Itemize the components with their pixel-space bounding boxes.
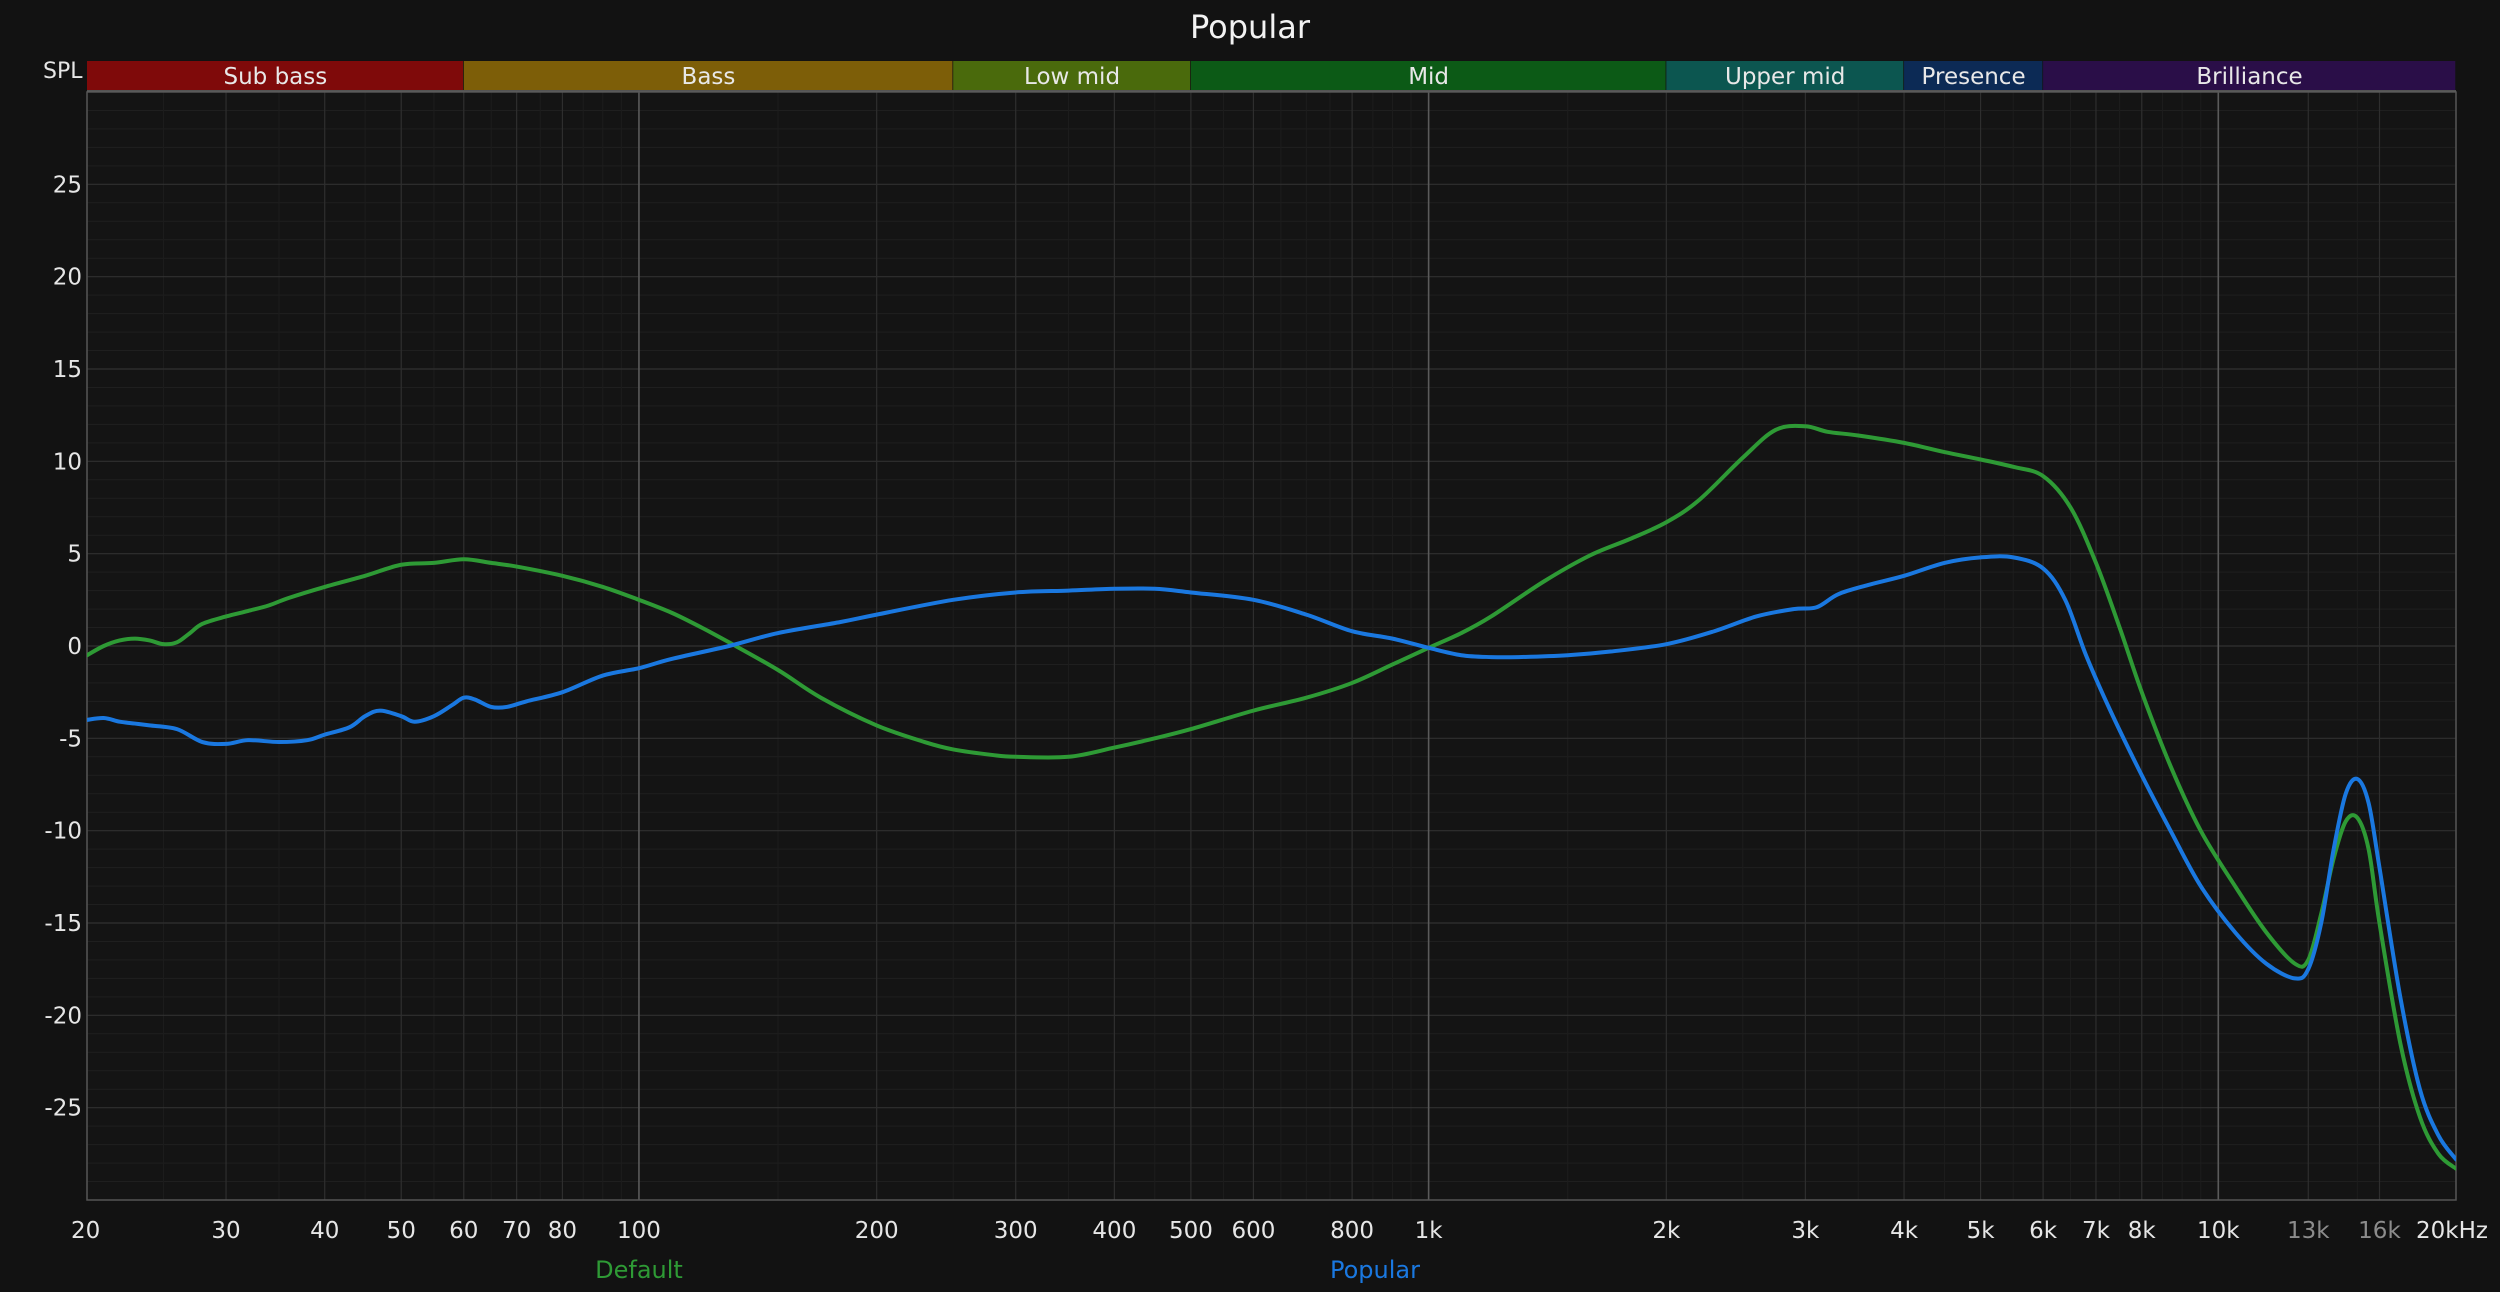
x-tick-label: 16k [2358,1218,2401,1244]
x-tick-label: 400 [1092,1218,1136,1244]
x-tick-label: 10k [2197,1218,2240,1244]
x-tick-label: 20 [71,1218,100,1244]
grid [86,92,2457,1200]
band-brilliance [2043,61,2456,90]
x-tick-label: 4k [1890,1218,1919,1244]
band-sub-bass [87,61,464,90]
band-low-mid [953,61,1191,90]
y-tick-label: 10 [53,449,82,475]
x-tick-label: 30 [211,1218,240,1244]
legend: Default Popular [595,1256,1420,1284]
band-label: Sub bass [224,64,328,90]
y-axis-label: SPL [43,59,83,84]
x-tick-label: 70 [502,1218,531,1244]
x-tick-label: 50 [387,1218,416,1244]
series-line-default [87,423,2456,1171]
y-tick-label: 25 [53,172,82,198]
x-tick-label: 6k [2029,1218,2058,1244]
band-label: Mid [1408,64,1449,90]
x-tick-label: 1k [1415,1218,1444,1244]
band-label: Low mid [1024,64,1120,90]
y-tick-label: 20 [53,265,82,291]
legend-entry-default: Default [595,1256,683,1284]
x-tick-label: 2k [1652,1218,1681,1244]
x-tick-label: 200 [855,1218,899,1244]
y-tick-label: -5 [59,726,82,752]
band-label: Presence [1922,64,2026,90]
x-tick-label: 300 [994,1218,1038,1244]
legend-entry-popular: Popular [1330,1256,1420,1284]
x-tick-label: 60 [449,1218,478,1244]
band-upper-mid [1666,61,1905,90]
y-tick-label: 0 [67,634,82,660]
x-tick-label: 7k [2082,1218,2111,1244]
x-tick-label: 13k [2287,1218,2330,1244]
y-tick-label: -20 [44,1003,82,1029]
series-line-popular [87,554,2456,1162]
band-label: Bass [682,64,736,90]
plot-frame [86,91,2457,1201]
x-tick-label: 3k [1791,1218,1820,1244]
band-label: Brilliance [2196,64,2302,90]
y-tick-label: -15 [44,911,82,937]
band-presence [1904,61,2044,90]
y-tick-label: 5 [67,542,82,568]
x-tick-label: 5k [1967,1218,1996,1244]
series-layer [87,423,2456,1171]
band-mid [1190,61,1667,90]
chart-title: Popular [1190,8,1311,46]
x-tick-label: 80 [548,1218,577,1244]
x-tick-label: 600 [1231,1218,1275,1244]
x-tick-label: 40 [310,1218,339,1244]
band-strip: Sub bass Bass Low mid Mid Upper mid Presence B… [87,61,2457,92]
x-tick-label: 500 [1169,1218,1213,1244]
band-bass [463,61,954,90]
y-tick-label: -10 [44,819,82,845]
x-tick-label: 100 [617,1218,661,1244]
y-tick-label: -25 [44,1096,82,1122]
y-tick-label: 15 [53,357,82,383]
x-tick-label: 800 [1330,1218,1374,1244]
x-tick-label: 20kHz [2416,1218,2488,1244]
x-tick-label: 8k [2128,1218,2157,1244]
band-label: Upper mid [1725,64,1845,90]
